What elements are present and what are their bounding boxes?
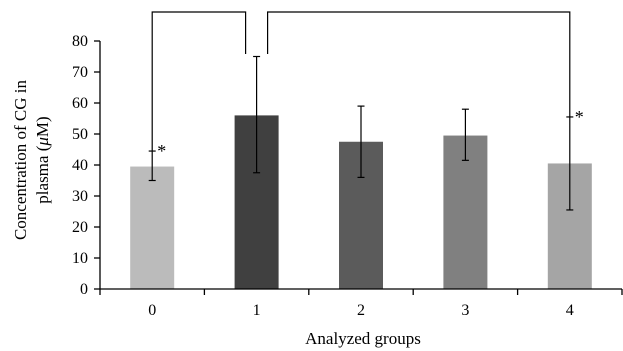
bars — [130, 115, 592, 290]
y-tick-label: 20 — [72, 219, 88, 236]
error-bars — [148, 55, 574, 211]
y-axis-title: Concentration of CG in plasma (μM) — [11, 79, 52, 240]
y-tick-label: 80 — [72, 33, 88, 50]
significance-brackets: ** — [151, 11, 584, 161]
x-tick-label: 2 — [357, 302, 365, 319]
significance-bracket — [267, 11, 571, 117]
bar — [130, 166, 175, 289]
significance-star: * — [575, 107, 584, 127]
significance-bracket — [151, 11, 247, 152]
y-tick-label: 60 — [72, 95, 88, 112]
significance-star: * — [157, 141, 166, 161]
y-axis-title-prefix: plasma ( — [33, 145, 52, 203]
y-axis-title-line1: Concentration of CG in — [11, 79, 30, 240]
y-tick-label: 0 — [80, 281, 88, 298]
y-tick-label: 30 — [72, 188, 88, 205]
bar — [443, 135, 488, 289]
x-tick-label: 4 — [566, 302, 574, 319]
x-tick-label: 1 — [253, 302, 261, 319]
x-tick-label: 0 — [148, 302, 156, 319]
y-axis-title-mu: μ — [33, 137, 52, 147]
y-tick-label: 50 — [72, 126, 88, 143]
y-axis-title-line2: plasma (μM) — [33, 116, 52, 203]
x-tick-label: 3 — [461, 302, 469, 319]
x-axis-title: Analyzed groups — [305, 329, 421, 348]
y-axis-ticks: 0 10 20 30 40 50 60 70 80 — [72, 33, 100, 298]
x-axis-ticks: 0 1 2 3 4 — [99, 289, 623, 319]
y-tick-label: 70 — [72, 64, 88, 81]
y-tick-label: 10 — [72, 250, 88, 267]
y-axis-title-suffix: M) — [33, 116, 52, 137]
y-tick-label: 40 — [72, 157, 88, 174]
